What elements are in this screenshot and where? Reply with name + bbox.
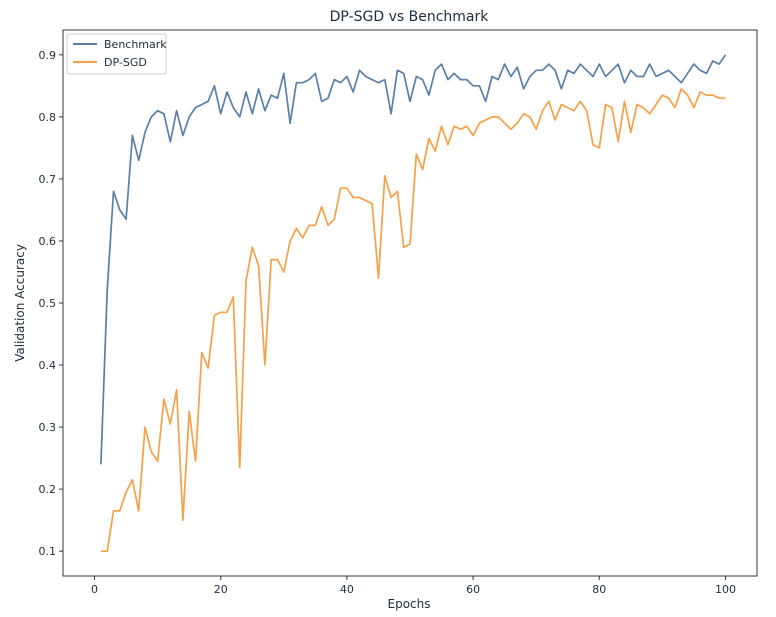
y-tick-label: 0.6 [39, 235, 57, 248]
y-tick-label: 0.8 [39, 111, 57, 124]
x-tick-label: 20 [214, 583, 228, 596]
y-tick-label: 0.3 [39, 421, 57, 434]
x-tick-label: 40 [340, 583, 354, 596]
legend: Benchmark DP-SGD [66, 33, 167, 75]
plot-frame [62, 29, 758, 577]
y-tick-label: 0.1 [39, 545, 57, 558]
legend-label: Benchmark [104, 38, 167, 51]
x-tick-label: 80 [592, 583, 606, 596]
x-axis-label: Epochs [388, 597, 431, 611]
x-tick-label: 0 [91, 583, 98, 596]
x-tick-label: 100 [715, 583, 736, 596]
y-tick-label: 0.4 [39, 359, 57, 372]
y-axis-ticks: 0.1 0.2 0.3 0.4 0.5 0.6 0.7 0.8 0.9 [39, 49, 63, 558]
x-tick-label: 60 [466, 583, 480, 596]
chart-title: DP-SGD vs Benchmark [330, 9, 490, 25]
y-tick-label: 0.7 [39, 173, 57, 186]
series-layer [100, 54, 727, 553]
y-axis-label: Validation Accuracy [13, 244, 27, 362]
x-axis-ticks: 0 20 40 60 80 100 [91, 576, 736, 596]
y-tick-label: 0.2 [39, 483, 57, 496]
legend-label: DP-SGD [104, 56, 147, 69]
y-tick-label: 0.9 [39, 49, 57, 62]
series-line-benchmark [100, 54, 727, 465]
y-tick-label: 0.5 [39, 297, 57, 310]
series-line-dp-sgd [100, 88, 726, 553]
